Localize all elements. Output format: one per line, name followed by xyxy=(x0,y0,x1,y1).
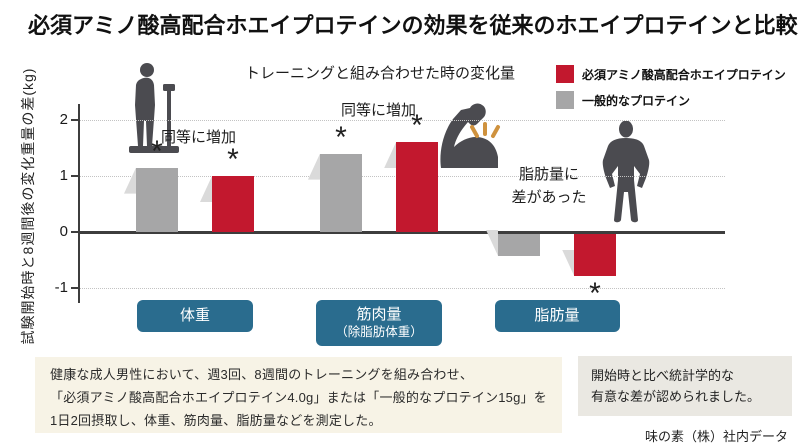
significance-asterisk: * xyxy=(335,120,347,154)
study-description-box: 健康な成人男性において、週3回、8週間のトレーニングを組み合わせ、 「必須アミノ… xyxy=(35,357,562,433)
annotation-weight: 同等に増加 xyxy=(161,129,237,146)
y-tick-0 xyxy=(71,231,79,233)
category-badge-体重: 体重 xyxy=(137,300,253,332)
footnote-line: 「必須アミノ酸高配合ホエイプロテイン4.0g」または「一般的なプロテイン15g」… xyxy=(50,390,547,405)
legend-label: 一般的なプロテイン xyxy=(582,93,691,108)
footnote-line: 1日2回摂取し、体重、筋肉量、脂肪量などを測定した。 xyxy=(50,413,382,428)
page-title: 必須アミノ酸高配合ホエイプロテインの効果を従来のホエイプロテインと比較 xyxy=(28,13,798,38)
bar-shadow xyxy=(124,167,136,194)
chart-title: トレーニングと組み合わせた時の変化量 xyxy=(244,65,515,82)
legend-item-eaa-whey: 必須アミノ酸高配合ホエイプロテイン xyxy=(556,65,786,83)
legend-item-regular-protein: 一般的なプロテイン xyxy=(556,91,690,109)
y-tick--1 xyxy=(71,287,79,289)
flexed-arm-icon xyxy=(437,102,507,170)
standing-man-icon xyxy=(600,121,652,233)
gridline-y2 xyxy=(80,120,725,121)
y-tick-label-2: 2 xyxy=(59,111,68,128)
bar-red-脂肪量 xyxy=(574,233,616,276)
category-label: 脂肪量 xyxy=(534,307,580,324)
significance-asterisk: * xyxy=(589,276,601,310)
bar-shadow xyxy=(486,229,498,256)
y-tick-label-1: 1 xyxy=(59,167,68,184)
category-badge-脂肪量: 脂肪量 xyxy=(494,300,620,332)
annotation-fat: 脂肪量に 差があった xyxy=(499,163,599,209)
category-sublabel: （除脂肪体重） xyxy=(335,325,423,339)
category-label: 筋肉量 xyxy=(356,306,402,323)
annotation-fat-line1: 脂肪量に xyxy=(518,166,579,183)
y-tick-2 xyxy=(71,119,79,121)
bar-gray-筋肉量 xyxy=(320,153,362,232)
significance-line: 有意な差が認められました。 xyxy=(591,389,761,404)
legend-label: 必須アミノ酸高配合ホエイプロテイン xyxy=(582,67,786,82)
y-tick-label--1: -1 xyxy=(54,279,68,296)
significance-line: 開始時と比べ統計学的な xyxy=(591,368,735,383)
y-tick-1 xyxy=(71,175,79,177)
legend-swatch-gray xyxy=(556,91,574,109)
bar-shadow xyxy=(384,142,396,169)
bar-gray-脂肪量 xyxy=(498,233,540,256)
annotation-muscle: 同等に増加 xyxy=(341,102,417,119)
gridline-y-1 xyxy=(80,288,725,289)
legend-swatch-red xyxy=(556,65,574,83)
annotation-fat-line2: 差があった xyxy=(511,189,587,206)
bar-gray-体重 xyxy=(136,167,178,232)
bar-shadow xyxy=(200,176,212,202)
sparkle-marks xyxy=(470,122,500,138)
y-axis-line xyxy=(78,104,80,303)
footnote-line: 健康な成人男性において、週3回、8週間のトレーニングを組み合わせ、 xyxy=(50,367,474,382)
significance-asterisk: * xyxy=(151,134,163,168)
zero-line xyxy=(80,230,725,234)
significance-asterisk: * xyxy=(411,109,423,143)
person-on-scale-icon xyxy=(127,62,189,154)
significance-asterisk: * xyxy=(227,143,239,176)
significance-note-box: 開始時と比べ統計学的な 有意な差が認められました。 xyxy=(578,356,792,416)
data-source: 味の素（株）社内データ xyxy=(644,429,788,444)
y-tick-label-0: 0 xyxy=(59,223,68,240)
bar-red-体重 xyxy=(212,176,254,232)
bar-shadow xyxy=(562,249,574,276)
category-badge-筋肉量: 筋肉量 （除脂肪体重） xyxy=(316,300,442,346)
bar-red-筋肉量 xyxy=(396,142,438,232)
category-label: 体重 xyxy=(179,307,210,324)
